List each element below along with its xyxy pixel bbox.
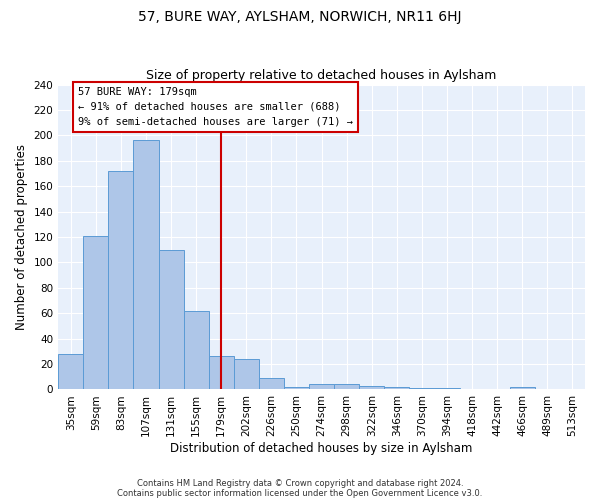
X-axis label: Distribution of detached houses by size in Aylsham: Distribution of detached houses by size … bbox=[170, 442, 473, 455]
Text: 57, BURE WAY, AYLSHAM, NORWICH, NR11 6HJ: 57, BURE WAY, AYLSHAM, NORWICH, NR11 6HJ bbox=[138, 10, 462, 24]
Bar bbox=[133, 140, 158, 390]
Title: Size of property relative to detached houses in Aylsham: Size of property relative to detached ho… bbox=[146, 69, 497, 82]
Bar bbox=[359, 386, 385, 390]
Text: 57 BURE WAY: 179sqm
← 91% of detached houses are smaller (688)
9% of semi-detach: 57 BURE WAY: 179sqm ← 91% of detached ho… bbox=[78, 87, 353, 126]
Bar bbox=[184, 310, 209, 390]
Bar bbox=[58, 354, 83, 390]
Bar bbox=[510, 387, 535, 390]
Bar bbox=[109, 171, 133, 390]
Bar bbox=[259, 378, 284, 390]
Bar bbox=[434, 388, 460, 390]
Bar bbox=[83, 236, 109, 390]
Bar bbox=[284, 387, 309, 390]
Bar bbox=[234, 359, 259, 390]
Bar bbox=[309, 384, 334, 390]
Bar bbox=[158, 250, 184, 390]
Text: Contains HM Land Registry data © Crown copyright and database right 2024.: Contains HM Land Registry data © Crown c… bbox=[137, 478, 463, 488]
Bar bbox=[209, 356, 234, 390]
Bar bbox=[334, 384, 359, 390]
Bar bbox=[409, 388, 434, 390]
Text: Contains public sector information licensed under the Open Government Licence v3: Contains public sector information licen… bbox=[118, 488, 482, 498]
Bar bbox=[385, 387, 409, 390]
Y-axis label: Number of detached properties: Number of detached properties bbox=[15, 144, 28, 330]
